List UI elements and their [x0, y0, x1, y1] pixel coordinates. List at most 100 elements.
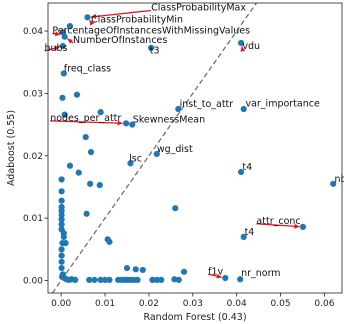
annotation-label: nr_norm — [241, 268, 281, 279]
data-point — [87, 180, 94, 187]
y-tick-label: 0.02 — [23, 152, 43, 162]
data-point — [158, 276, 165, 284]
data-point — [60, 233, 67, 240]
plot-area — [48, 3, 342, 293]
annotation-label: freq_class — [64, 64, 111, 75]
data-point — [59, 94, 66, 101]
data-point — [101, 276, 109, 284]
y-tick-label: 0.04 — [23, 27, 43, 37]
x-tick-label: 0.03 — [183, 299, 203, 309]
annotation-label: hubs — [44, 43, 67, 54]
annotation-arrow-line — [90, 9, 152, 18]
data-point — [237, 168, 245, 176]
data-point — [82, 133, 89, 141]
data-point — [153, 150, 160, 158]
data-point — [62, 240, 69, 247]
annotation-arrow-head — [240, 46, 246, 52]
data-point — [175, 276, 182, 284]
y-axis-label: Adaboost (0.55) — [6, 110, 17, 186]
data-point — [237, 276, 244, 283]
data-point — [83, 210, 90, 217]
x-tick-label: 0.05 — [271, 299, 291, 309]
annotation-label: nb — [335, 174, 344, 185]
data-point — [139, 266, 146, 274]
annotation-label: NumberOfInstances — [73, 35, 167, 46]
data-point — [123, 120, 130, 127]
y-tick-label: 0.01 — [23, 214, 43, 224]
data-point — [72, 276, 79, 284]
annotation-label: lsc — [129, 153, 142, 164]
annotation-label: f1v — [208, 266, 223, 277]
data-point — [66, 22, 74, 30]
plot-frame — [47, 2, 343, 294]
annotation-label: t3 — [150, 46, 160, 57]
data-point — [106, 276, 113, 284]
data-point — [134, 276, 141, 284]
annotation-labels-layer: ClassProbabilityMaxClassProbabilityMinPe… — [44, 2, 344, 279]
annotation-label: nodes_per_attr — [50, 113, 121, 124]
data-point — [84, 14, 91, 21]
data-point — [299, 223, 307, 230]
data-point — [58, 252, 65, 259]
data-point — [58, 216, 65, 223]
data-point — [58, 258, 65, 265]
annotation-label: SkewnessMean — [133, 115, 205, 126]
annotation-arrow-head — [89, 20, 95, 26]
data-point — [58, 207, 65, 214]
annotation-label: ClassProbabilityMin — [91, 14, 183, 25]
data-point — [330, 180, 337, 187]
annotation-arrow-line — [50, 120, 123, 124]
data-point — [237, 39, 245, 47]
annotation-arrow-head — [216, 273, 222, 279]
annotation-arrow-head — [294, 223, 300, 229]
data-point — [91, 276, 98, 284]
data-point — [73, 91, 81, 98]
data-point — [58, 221, 65, 228]
data-point — [240, 105, 247, 113]
annotation-label: PercentageOfInstancesWithMissingValues — [52, 26, 250, 37]
annotation-label: var_importance — [245, 99, 320, 110]
annotation-label: attr_conc — [256, 216, 300, 227]
data-point — [175, 105, 182, 113]
y-axis-ticks: 0.00 0.01 0.02 0.03 0.04 — [23, 27, 48, 287]
data-point — [148, 44, 155, 52]
data-point — [58, 264, 65, 272]
x-tick-label: 0.04 — [227, 299, 247, 309]
data-point — [58, 188, 65, 195]
data-point — [153, 276, 160, 284]
data-point — [60, 70, 67, 77]
annotation-label: wg_dist — [157, 144, 193, 155]
annotation-label: ClassProbabilityMax — [151, 2, 246, 13]
x-tick-label: 0.01 — [95, 299, 115, 309]
annotation-arrow-head — [67, 38, 73, 44]
data-point — [96, 182, 103, 189]
data-point — [61, 33, 68, 40]
data-point — [87, 148, 95, 156]
data-point — [61, 111, 68, 118]
x-tick-label: 0.02 — [139, 299, 159, 309]
data-point — [58, 246, 65, 253]
data-point — [240, 233, 247, 240]
x-axis-label: Random Forest (0.43) — [143, 312, 246, 323]
annotation-arrow-head — [55, 31, 61, 37]
data-point — [180, 268, 188, 275]
data-point — [58, 197, 65, 204]
y-tick-label: 0.00 — [23, 277, 43, 287]
data-point — [123, 264, 131, 272]
annotation-label: t4 — [242, 162, 252, 173]
points-layer — [58, 14, 337, 284]
arrows-layer — [44, 9, 300, 279]
x-axis-ticks: 0.00 0.01 0.02 0.03 0.04 0.05 0.06 — [51, 293, 335, 309]
annotation-label: inst_to_attr — [180, 99, 234, 110]
data-point — [66, 162, 74, 169]
data-point — [86, 276, 93, 284]
data-point — [149, 276, 156, 284]
data-point — [58, 176, 65, 183]
annotation-label: vdu — [242, 41, 260, 52]
annotation-arrow-head — [54, 45, 60, 51]
data-point — [172, 205, 179, 212]
y-tick-label: 0.03 — [23, 89, 43, 99]
data-point — [59, 42, 67, 50]
data-point — [75, 169, 82, 176]
